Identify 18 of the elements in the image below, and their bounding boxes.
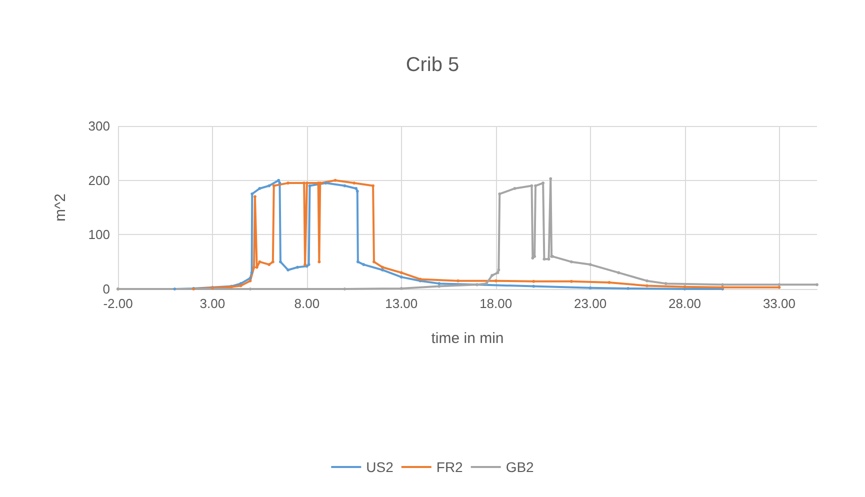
legend-label: US2 xyxy=(366,459,394,475)
x-axis-title: time in min xyxy=(431,330,504,347)
x-tick-label: 13.00 xyxy=(385,296,418,311)
x-tick-label: 8.00 xyxy=(294,296,320,311)
x-tick-label: 28.00 xyxy=(668,296,702,311)
y-tick-label: 0 xyxy=(102,282,110,296)
x-tick-label: -2.00 xyxy=(103,296,133,311)
chart-title: Crib 5 xyxy=(406,54,460,76)
y-tick-label: 100 xyxy=(88,227,110,242)
x-tick-label: 18.00 xyxy=(480,296,512,311)
y-axis-title: m^2 xyxy=(52,194,69,222)
x-tick-label: 3.00 xyxy=(200,296,226,311)
y-tick-label: 300 xyxy=(88,118,110,134)
x-tick-label: 33.00 xyxy=(762,296,796,311)
legend-label: GB2 xyxy=(506,459,534,475)
x-tick-label: 23.00 xyxy=(574,296,607,311)
y-tick-label: 200 xyxy=(88,172,110,188)
legend-label: FR2 xyxy=(436,459,464,475)
